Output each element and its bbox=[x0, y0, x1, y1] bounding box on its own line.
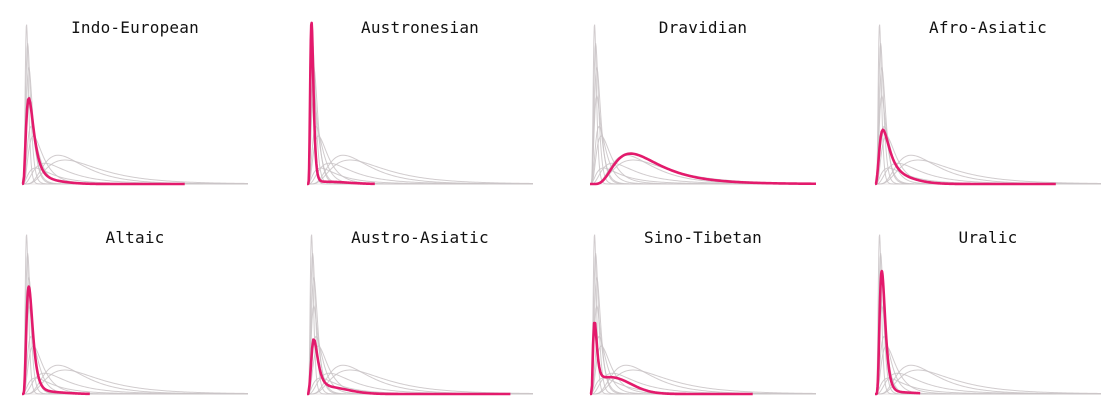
background-family-curve bbox=[306, 304, 443, 395]
background-family-curve bbox=[22, 43, 113, 185]
background-family-curve bbox=[874, 304, 1011, 395]
panel-title: Austronesian bbox=[361, 18, 479, 37]
background-family-curve bbox=[590, 369, 817, 395]
background-family-curve bbox=[590, 43, 681, 185]
background-family-curve bbox=[589, 335, 749, 395]
background-family-curve bbox=[306, 167, 533, 185]
background-family-curve bbox=[21, 377, 248, 395]
background-family-curve bbox=[22, 364, 249, 395]
density-plot bbox=[306, 21, 534, 186]
density-plot bbox=[306, 234, 534, 396]
chart-panel-austronesian: Austronesian bbox=[295, 8, 545, 188]
chart-panel-altaic: Altaic bbox=[10, 218, 260, 398]
background-family-curve bbox=[22, 159, 249, 185]
highlight-curve bbox=[21, 285, 91, 396]
highlight-curve bbox=[306, 338, 511, 396]
background-family-curve bbox=[875, 154, 1102, 185]
background-family-curve bbox=[22, 253, 113, 395]
panel-title: Austro-Asiatic bbox=[351, 228, 489, 247]
highlight-curve bbox=[873, 269, 922, 396]
background-family-curve bbox=[874, 335, 1034, 395]
density-plot bbox=[589, 234, 817, 396]
density-plot bbox=[874, 24, 1102, 186]
panel-title: Dravidian bbox=[658, 18, 748, 37]
background-family-curve bbox=[875, 369, 1102, 395]
chart-panel-dravidian: Dravidian bbox=[578, 8, 828, 188]
background-family-curve bbox=[589, 304, 726, 395]
background-family-curve bbox=[307, 154, 534, 185]
panel-title: Afro-Asiatic bbox=[929, 18, 1047, 37]
background-family-curve bbox=[874, 377, 1101, 395]
background-family-curve bbox=[306, 125, 466, 185]
background-family-curve bbox=[21, 304, 158, 395]
background-family-curve bbox=[306, 94, 443, 185]
density-plot bbox=[21, 234, 249, 396]
highlight-curve bbox=[21, 97, 185, 186]
background-family-curve bbox=[875, 159, 1102, 185]
panel-title: Sino-Tibetan bbox=[644, 228, 762, 247]
density-plot bbox=[873, 234, 1102, 396]
highlight-curve bbox=[306, 21, 376, 186]
density-plot bbox=[589, 24, 817, 186]
background-family-curve bbox=[589, 167, 816, 185]
background-family-curve bbox=[21, 167, 248, 185]
panel-title: Uralic bbox=[958, 228, 1018, 247]
background-family-curve bbox=[589, 125, 749, 185]
chart-panel-afro-asiatic: Afro-Asiatic bbox=[863, 8, 1105, 188]
chart-panel-sino-tibetan: Sino-Tibetan bbox=[578, 218, 828, 398]
chart-panel-austro-asiatic: Austro-Asiatic bbox=[295, 218, 545, 398]
background-family-curve bbox=[307, 43, 398, 185]
highlight-curve bbox=[874, 128, 1056, 186]
background-family-curve bbox=[21, 335, 181, 395]
background-family-curve bbox=[875, 43, 966, 185]
background-family-curve bbox=[590, 253, 681, 395]
background-family-curve bbox=[874, 125, 1034, 185]
background-family-curve bbox=[307, 159, 534, 185]
background-family-curve bbox=[306, 377, 533, 395]
background-family-curve bbox=[875, 364, 1102, 395]
panel-title: Indo-European bbox=[71, 18, 199, 37]
density-plot bbox=[21, 24, 249, 186]
chart-panel-indo-european: Indo-European bbox=[10, 8, 260, 188]
highlight-curve bbox=[589, 321, 753, 396]
background-family-curve bbox=[874, 94, 1011, 185]
panel-title: Altaic bbox=[105, 228, 165, 247]
background-family-curve bbox=[22, 369, 249, 395]
highlight-curve bbox=[590, 152, 816, 186]
chart-panel-uralic: Uralic bbox=[863, 218, 1105, 398]
